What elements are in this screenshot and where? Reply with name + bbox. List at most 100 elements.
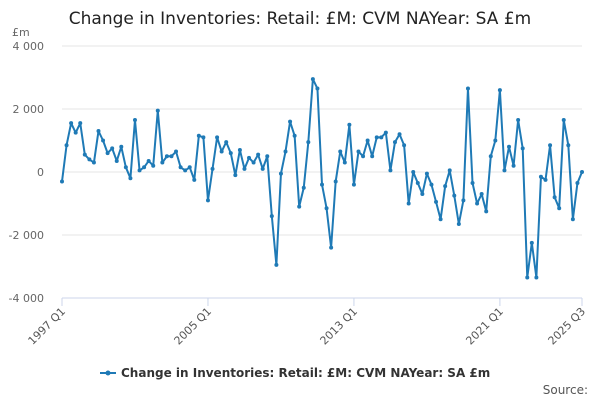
data-point[interactable] (493, 138, 498, 143)
data-point[interactable] (69, 121, 74, 126)
data-point[interactable] (429, 182, 434, 187)
data-point[interactable] (306, 140, 311, 145)
data-point[interactable] (443, 184, 448, 189)
data-point[interactable] (224, 140, 229, 145)
data-point[interactable] (201, 135, 206, 140)
data-point[interactable] (329, 245, 334, 250)
data-point[interactable] (315, 86, 320, 91)
data-point[interactable] (64, 143, 69, 148)
data-point[interactable] (502, 168, 507, 173)
data-point[interactable] (516, 118, 521, 123)
data-point[interactable] (511, 163, 516, 168)
data-point[interactable] (205, 198, 210, 203)
data-point[interactable] (114, 158, 119, 163)
data-point[interactable] (356, 149, 361, 154)
data-point[interactable] (297, 204, 302, 209)
data-point[interactable] (548, 143, 553, 148)
data-point[interactable] (392, 140, 397, 145)
data-point[interactable] (424, 171, 429, 176)
data-point[interactable] (379, 135, 384, 140)
data-point[interactable] (525, 275, 530, 280)
data-point[interactable] (479, 192, 484, 197)
data-point[interactable] (219, 149, 224, 154)
data-point[interactable] (561, 118, 566, 123)
data-point[interactable] (247, 155, 252, 160)
data-point[interactable] (507, 144, 512, 149)
data-point[interactable] (575, 181, 580, 186)
data-point[interactable] (228, 151, 233, 156)
data-point[interactable] (374, 135, 379, 140)
data-point[interactable] (146, 158, 151, 163)
data-point[interactable] (520, 146, 525, 151)
data-point[interactable] (292, 133, 297, 138)
data-point[interactable] (60, 179, 64, 184)
data-point[interactable] (283, 149, 288, 154)
data-point[interactable] (192, 177, 197, 182)
data-point[interactable] (338, 149, 343, 154)
data-point[interactable] (119, 144, 124, 149)
data-point[interactable] (160, 160, 165, 165)
data-point[interactable] (452, 193, 457, 198)
data-point[interactable] (91, 160, 96, 165)
data-point[interactable] (269, 214, 274, 219)
data-point[interactable] (265, 154, 270, 159)
data-point[interactable] (475, 201, 480, 206)
data-point[interactable] (580, 170, 584, 174)
data-point[interactable] (351, 182, 356, 187)
data-point[interactable] (438, 217, 443, 222)
data-point[interactable] (415, 181, 420, 186)
data-point[interactable] (215, 135, 220, 140)
data-point[interactable] (324, 206, 329, 211)
data-point[interactable] (497, 88, 502, 93)
data-point[interactable] (82, 152, 87, 157)
data-point[interactable] (251, 160, 256, 165)
data-point[interactable] (260, 166, 265, 171)
data-point[interactable] (361, 154, 366, 159)
data-point[interactable] (288, 119, 293, 124)
data-point[interactable] (488, 154, 493, 159)
data-point[interactable] (96, 129, 101, 134)
data-point[interactable] (470, 181, 475, 186)
data-point[interactable] (278, 171, 283, 176)
data-point[interactable] (187, 165, 192, 170)
data-point[interactable] (365, 138, 370, 143)
data-point[interactable] (105, 151, 110, 156)
data-point[interactable] (320, 182, 324, 187)
data-point[interactable] (274, 262, 279, 267)
data-point[interactable] (101, 138, 106, 143)
data-point[interactable] (196, 133, 201, 138)
legend[interactable]: Change in Inventories: Retail: £M: CVM N… (100, 366, 490, 380)
data-point[interactable] (456, 221, 461, 226)
data-point[interactable] (210, 166, 215, 171)
data-point[interactable] (447, 168, 452, 173)
data-point[interactable] (78, 121, 83, 126)
data-point[interactable] (411, 170, 416, 174)
data-point[interactable] (402, 143, 407, 148)
data-point[interactable] (310, 77, 315, 82)
data-point[interactable] (123, 165, 128, 170)
data-point[interactable] (333, 179, 338, 184)
data-point[interactable] (552, 195, 557, 200)
data-point[interactable] (233, 173, 238, 178)
data-point[interactable] (164, 154, 169, 159)
data-point[interactable] (397, 132, 402, 137)
data-point[interactable] (534, 275, 539, 280)
data-point[interactable] (370, 154, 375, 159)
data-point[interactable] (566, 143, 571, 148)
data-point[interactable] (465, 86, 470, 91)
data-point[interactable] (174, 149, 179, 154)
data-point[interactable] (178, 165, 183, 170)
data-point[interactable] (388, 168, 393, 173)
data-point[interactable] (237, 147, 242, 152)
data-point[interactable] (347, 122, 352, 127)
data-point[interactable] (484, 209, 489, 214)
data-point[interactable] (155, 108, 160, 113)
data-point[interactable] (543, 177, 548, 182)
data-point[interactable] (538, 174, 543, 179)
data-point[interactable] (529, 240, 534, 245)
data-point[interactable] (183, 168, 188, 173)
data-point[interactable] (434, 199, 439, 204)
data-point[interactable] (151, 163, 156, 168)
data-point[interactable] (169, 154, 174, 159)
data-point[interactable] (342, 160, 347, 165)
